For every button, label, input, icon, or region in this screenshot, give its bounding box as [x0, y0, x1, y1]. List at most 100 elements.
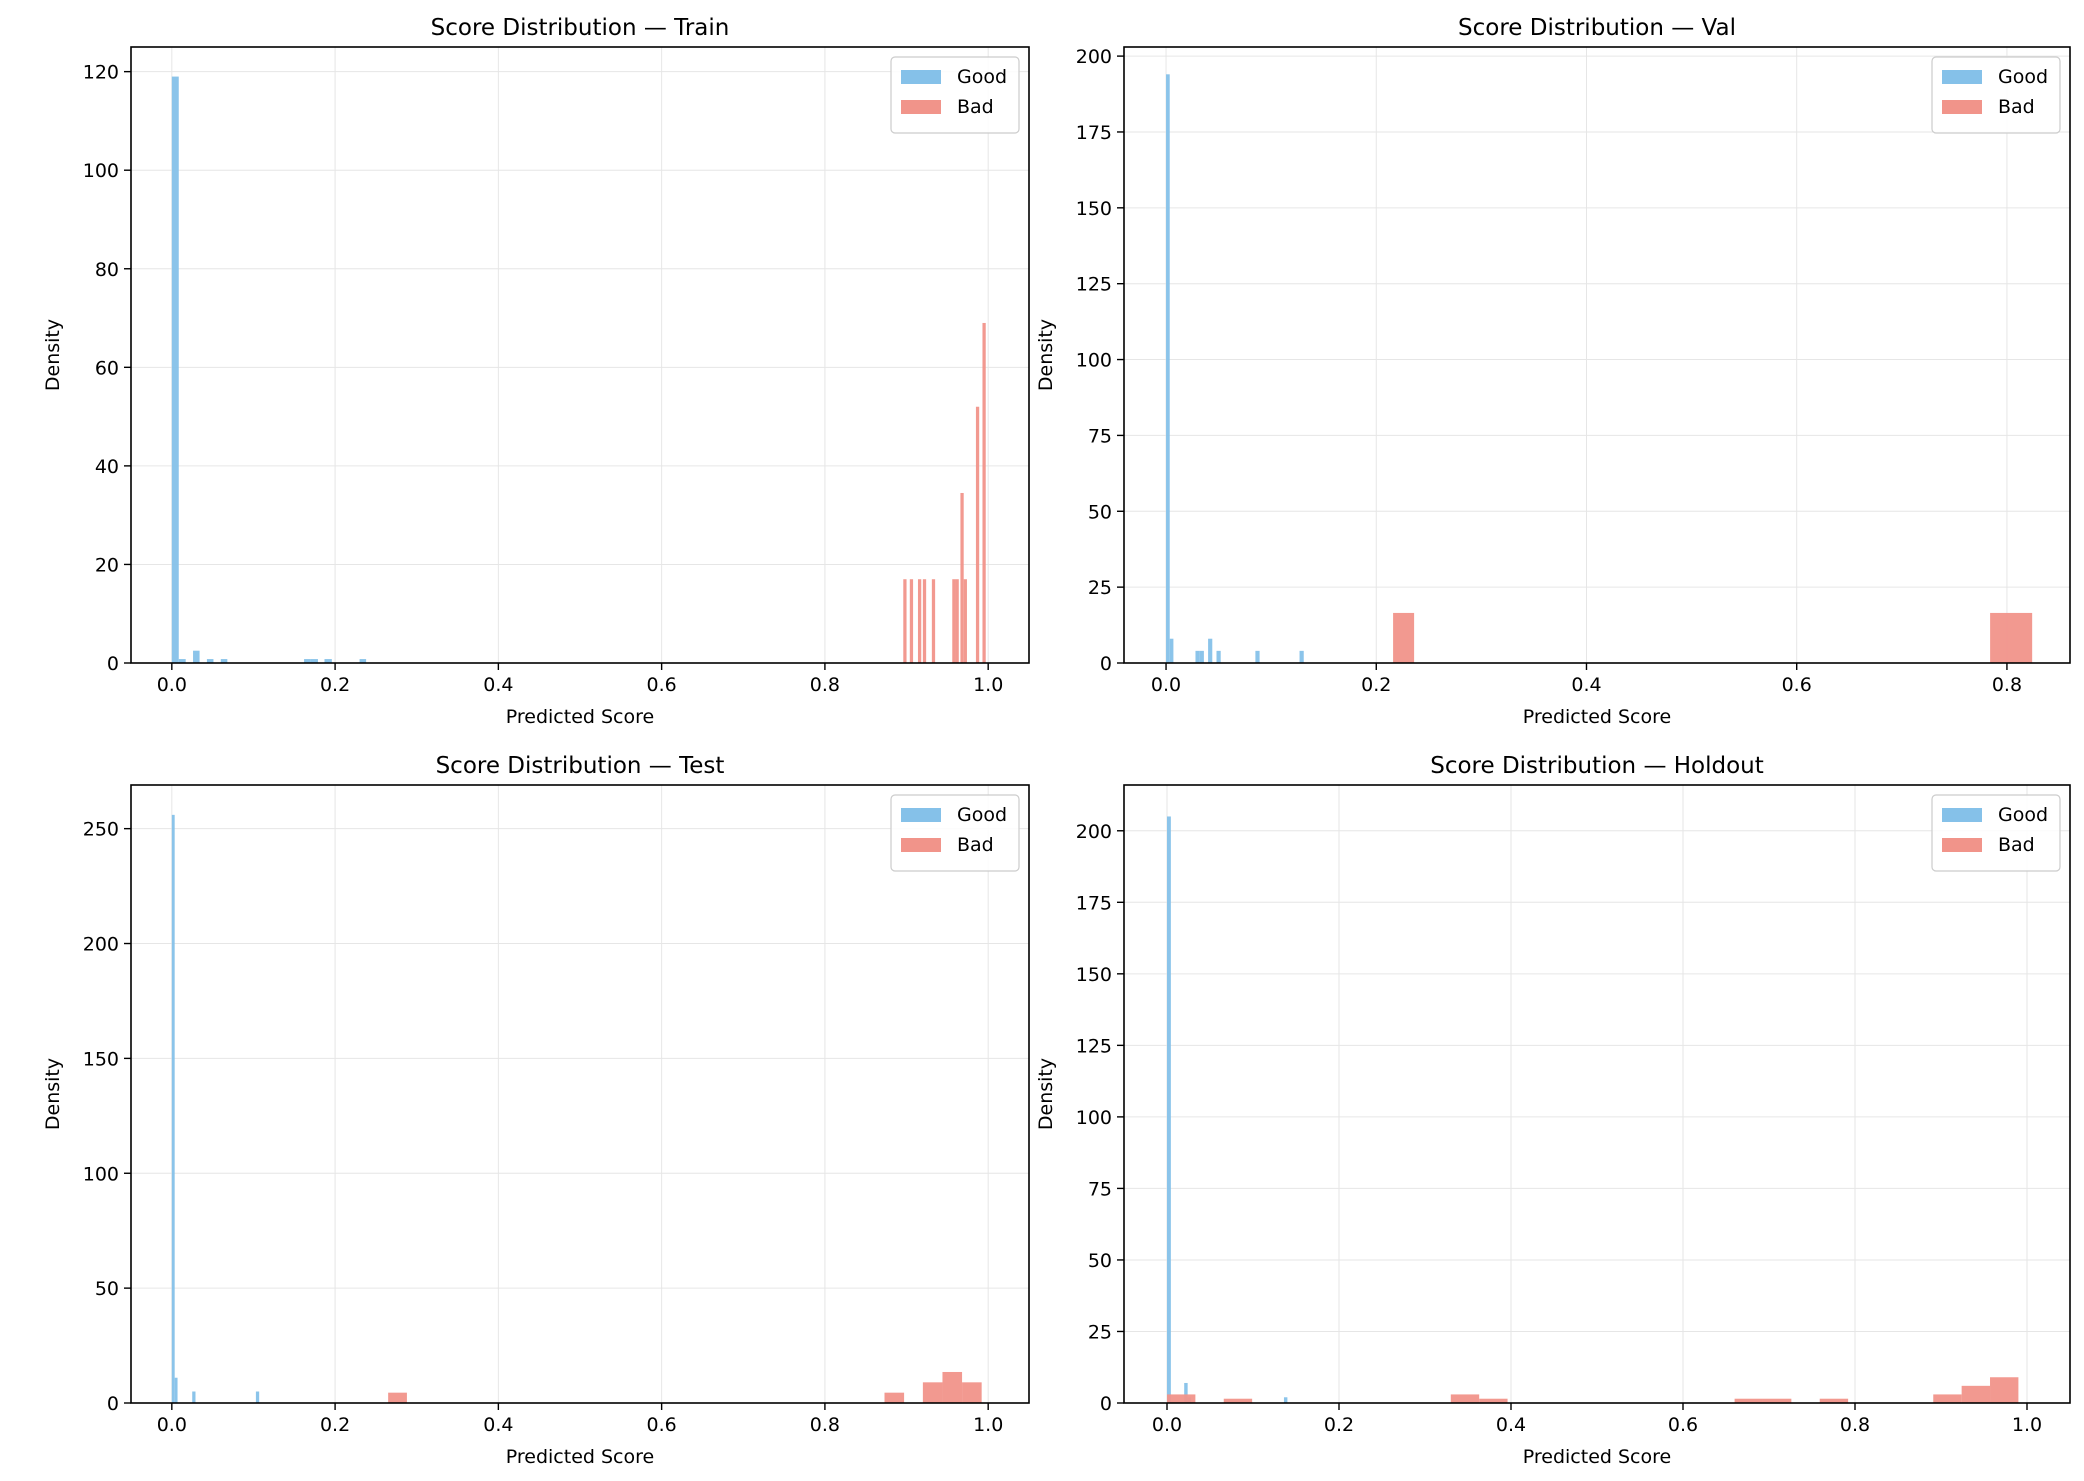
y-tick-label: 100 — [1076, 350, 1112, 372]
x-tick-label: 0.0 — [157, 674, 187, 696]
y-tick-label: 250 — [83, 819, 119, 841]
bar-bad — [1223, 1398, 1253, 1403]
legend-label-bad: Bad — [957, 96, 994, 118]
bar-good — [304, 659, 311, 663]
plot-area — [1124, 47, 2070, 663]
bar-good — [193, 650, 200, 663]
legend-label-good: Good — [957, 804, 1007, 826]
legend-swatch-bad — [901, 100, 941, 114]
bar-good — [1166, 74, 1170, 663]
legend-swatch-bad — [1942, 100, 1982, 114]
axes-frame — [1123, 46, 2071, 664]
x-tick-label: 0.2 — [1361, 674, 1391, 696]
bar-bad — [884, 1392, 905, 1403]
bar-bad — [962, 1382, 982, 1403]
chart-panel-2: 0.0 0.2 0.4 0.6 0.8 0 25 50 75 100 125 150 175 200 Sco… — [1035, 15, 2071, 728]
bar-good — [1169, 638, 1174, 663]
y-axis-label: Density — [42, 319, 64, 391]
legend: Good Bad — [1931, 56, 2061, 134]
y-tick-label: 75 — [1088, 425, 1112, 447]
bar-good — [1199, 650, 1204, 663]
x-tick-label: 0.4 — [483, 674, 513, 696]
bar-good — [174, 1377, 178, 1403]
legend-label-good: Good — [1998, 66, 2048, 88]
x-tick-label: 0.4 — [483, 1414, 513, 1436]
x-tick-label: 0.2 — [1324, 1414, 1354, 1436]
y-tick-label: 125 — [1076, 1035, 1112, 1057]
x-tick-label: 0.6 — [647, 674, 677, 696]
y-tick-label: 50 — [95, 1278, 119, 1300]
bar-good — [324, 659, 332, 663]
x-tick-label: 0.0 — [157, 1414, 187, 1436]
bar-bad — [942, 1371, 963, 1403]
bar-good — [171, 76, 179, 664]
axes-frame — [130, 784, 1030, 1404]
axes-frame — [130, 46, 1030, 664]
x-axis-label: Predicted Score — [1523, 706, 1671, 728]
legend: Good Bad — [890, 56, 1020, 134]
y-tick-label: 175 — [1076, 122, 1112, 144]
y-tick-label: 100 — [83, 1163, 119, 1185]
bar-bad — [917, 579, 922, 663]
bar-good — [220, 659, 228, 663]
legend-swatch-good — [901, 808, 941, 822]
bar-bad — [922, 1382, 943, 1403]
bar-bad — [1450, 1394, 1480, 1403]
y-tick-label: 150 — [1076, 198, 1112, 220]
x-axis-label: Predicted Score — [506, 1446, 654, 1468]
bar-good — [178, 659, 186, 663]
y-tick-label: 200 — [1076, 821, 1112, 843]
bar-good — [1299, 650, 1304, 663]
legend-swatch-good — [901, 70, 941, 84]
y-tick-label: 125 — [1076, 274, 1112, 296]
legend-label-bad: Bad — [1998, 96, 2035, 118]
chart-title: Score Distribution — Test — [436, 753, 725, 779]
y-tick-label: 20 — [95, 554, 119, 576]
legend: Good Bad — [1931, 794, 2061, 872]
bar-bad — [1167, 1394, 1196, 1403]
legend-swatch-good — [1942, 70, 1982, 84]
bar-good — [1283, 1397, 1288, 1403]
bar-good — [359, 659, 367, 663]
y-tick-label: 100 — [83, 160, 119, 182]
x-tick-label: 0.8 — [810, 1414, 840, 1436]
chart-panel-1: 0.0 0.2 0.4 0.6 0.8 1.0 0 20 40 60 80 100 120 Score D… — [42, 15, 1030, 728]
y-tick-label: 60 — [95, 357, 119, 379]
bar-bad — [1990, 1377, 2019, 1403]
x-axis-label: Predicted Score — [1523, 1446, 1671, 1468]
legend-label-bad: Bad — [957, 834, 994, 856]
bar-bad — [909, 579, 914, 663]
y-tick-label: 80 — [95, 259, 119, 281]
x-tick-label: 0.2 — [320, 674, 350, 696]
legend: Good Bad — [890, 794, 1020, 872]
x-tick-label: 0.0 — [1152, 1414, 1182, 1436]
bar-bad — [922, 579, 927, 663]
x-tick-label: 0.4 — [1496, 1414, 1526, 1436]
bar-bad — [1762, 1398, 1792, 1403]
chart-title: Score Distribution — Holdout — [1430, 753, 1764, 779]
legend-swatch-bad — [901, 838, 941, 852]
chart-panel-3: 0.0 0.2 0.4 0.6 0.8 1.0 0 50 100 150 200 250 Score D… — [42, 753, 1030, 1468]
chart-panel-4: 0.0 0.2 0.4 0.6 0.8 1.0 0 25 50 75 100 125 150 175 200… — [1035, 753, 2071, 1468]
x-tick-label: 0.6 — [647, 1414, 677, 1436]
bar-bad — [1734, 1398, 1763, 1403]
bar-good — [310, 659, 318, 663]
x-tick-label: 0.0 — [1151, 674, 1181, 696]
bar-bad — [960, 492, 964, 663]
y-tick-label: 50 — [1088, 1250, 1112, 1272]
legend-swatch-bad — [1942, 838, 1982, 852]
x-axis-label: Predicted Score — [506, 706, 654, 728]
bar-good — [1255, 650, 1260, 663]
x-tick-label: 1.0 — [973, 674, 1003, 696]
plot-area — [1124, 785, 2070, 1403]
bar-good — [206, 659, 214, 663]
bar-good — [1184, 1382, 1188, 1403]
bar-bad — [1961, 1385, 1991, 1403]
bar-bad — [931, 579, 936, 663]
plot-area — [131, 47, 1029, 663]
bar-good — [1216, 650, 1221, 663]
y-tick-label: 200 — [83, 934, 119, 956]
y-tick-label: 150 — [83, 1048, 119, 1070]
x-tick-label: 1.0 — [973, 1414, 1003, 1436]
